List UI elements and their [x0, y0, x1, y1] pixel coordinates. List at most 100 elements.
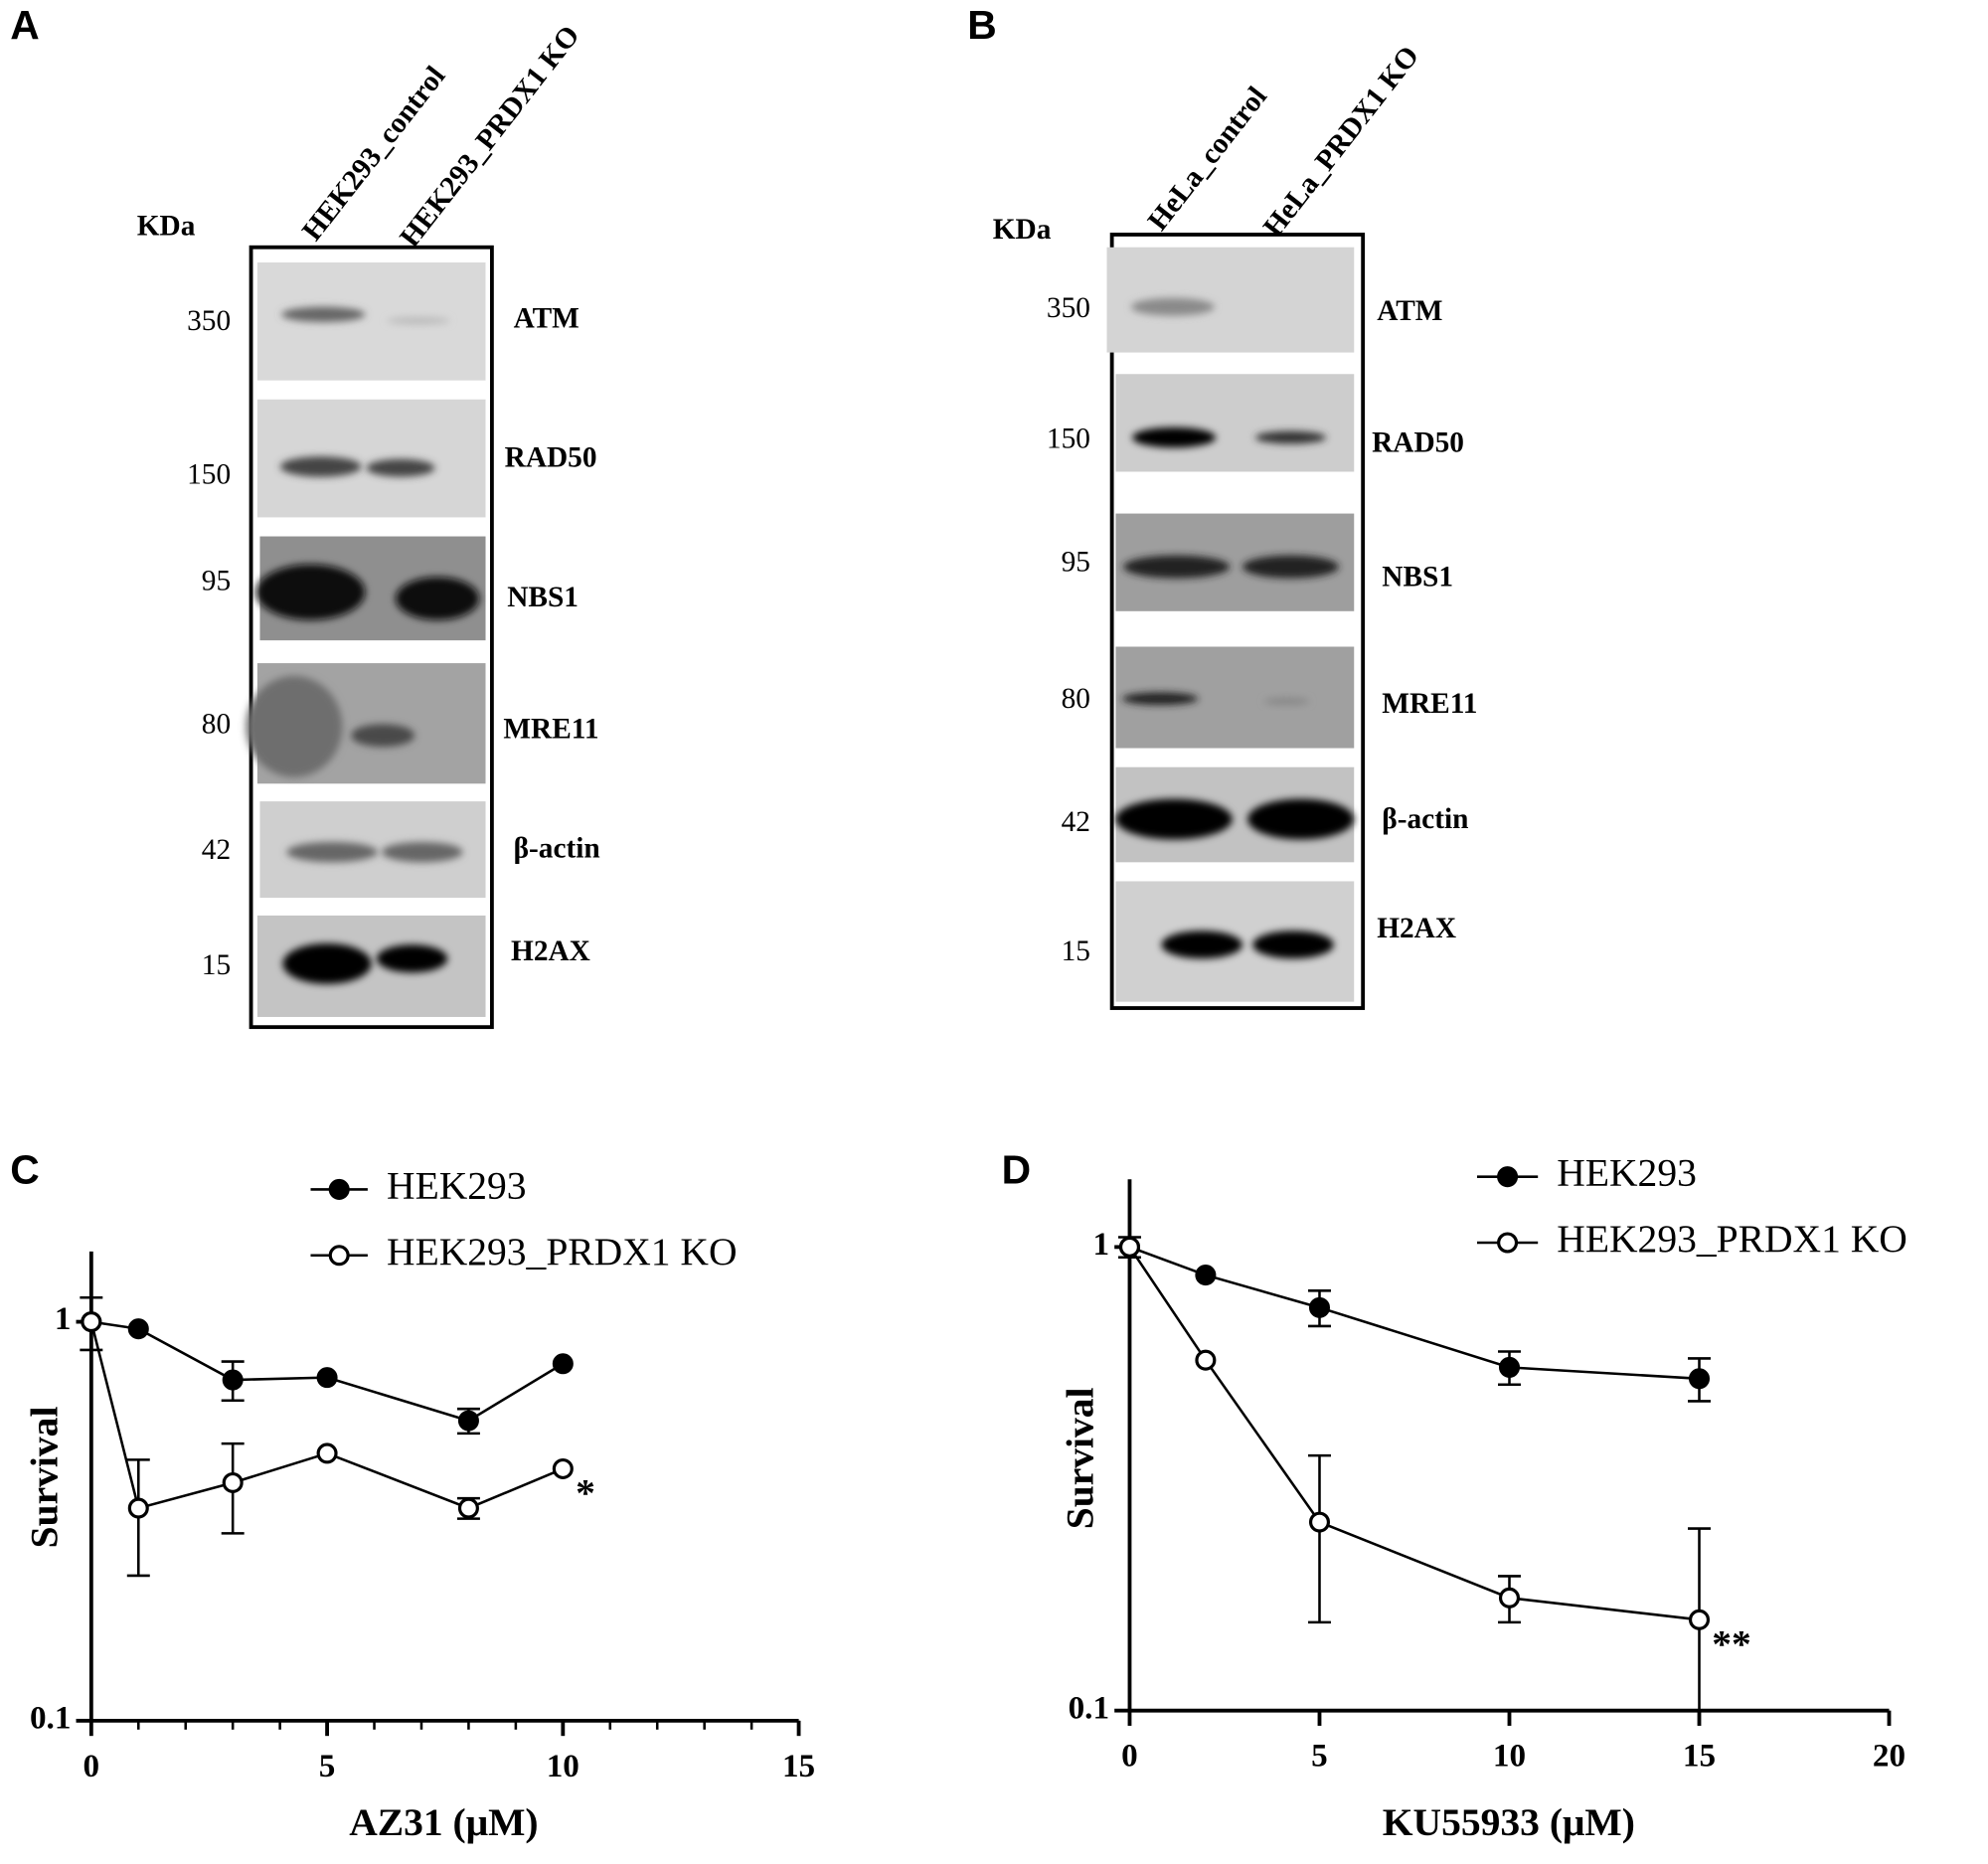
marker-label: 80	[1062, 683, 1090, 715]
blot-strip	[256, 262, 486, 381]
blot-b: KDa HeLa_control HeLa_PRDX1 KO 350 150 9…	[993, 40, 1477, 1010]
band	[376, 944, 448, 973]
band	[381, 841, 463, 863]
marker-label: 15	[1062, 935, 1090, 967]
band	[351, 724, 415, 748]
protein-label: RAD50	[505, 442, 597, 474]
data-point	[1498, 1587, 1521, 1609]
series-line	[1128, 1246, 1700, 1621]
lane-label: HEK293_PRDX1 KO	[394, 20, 585, 254]
band	[1130, 297, 1215, 316]
marker-label: 150	[187, 458, 231, 490]
x-tick-label: 10	[547, 1748, 580, 1784]
y-tick-label: 0.1	[30, 1699, 71, 1736]
data-point	[127, 1318, 149, 1340]
data-point	[552, 1457, 574, 1480]
legend-marker	[328, 1245, 350, 1267]
lane-label: HeLa_PRDX1 KO	[1257, 40, 1425, 243]
band	[1115, 798, 1233, 840]
blot-frame	[1109, 233, 1366, 1010]
legend-label: HEK293	[387, 1164, 527, 1208]
marker-label: 42	[1062, 806, 1090, 838]
marker-label: 350	[187, 305, 231, 337]
data-point	[1195, 1349, 1217, 1371]
marker-label: 80	[202, 709, 231, 741]
error-group	[1308, 1453, 1331, 1624]
data-point	[222, 1471, 244, 1493]
chart: 0 5 10 15 20 0.1 1 KU55933 (μM) Survival HEK293 HE…	[1059, 1151, 1907, 1844]
data-point	[1308, 1296, 1331, 1318]
protein-label: β-actin	[514, 833, 600, 865]
blot-a: KDa HEK293_control HEK293_PRDX1 KO 350 1…	[137, 20, 600, 1030]
legend-label: HEK293_PRDX1 KO	[1557, 1217, 1907, 1261]
data-point	[1118, 1236, 1141, 1258]
protein-label: MRE11	[503, 714, 598, 746]
x-tick-label: 15	[782, 1748, 815, 1784]
marker-label: 15	[202, 949, 231, 981]
band	[286, 841, 379, 863]
panel-label: D	[1002, 1147, 1031, 1193]
x-tick-label: 0	[83, 1748, 100, 1784]
band	[282, 942, 372, 984]
y-tick-label: 1	[55, 1300, 72, 1337]
blot-strip	[1106, 247, 1355, 353]
band	[255, 564, 366, 620]
y-tick-label: 1	[1092, 1226, 1109, 1263]
data-point	[1688, 1368, 1711, 1390]
marker-label: 95	[1062, 546, 1090, 578]
kda-label: KDa	[137, 210, 196, 242]
marker-label: 42	[202, 834, 231, 866]
legend-marker	[1497, 1232, 1519, 1254]
x-tick-label: 0	[1121, 1738, 1138, 1775]
protein-label: H2AX	[511, 935, 590, 967]
band	[1121, 692, 1199, 706]
annotation: **	[1712, 1621, 1751, 1665]
protein-label: NBS1	[1382, 562, 1453, 593]
protein-label: NBS1	[507, 582, 579, 613]
y-axis-title: Survival	[1059, 1387, 1102, 1529]
y-axis-title: Survival	[23, 1407, 67, 1549]
error-group	[1688, 1527, 1711, 1711]
blot-strip	[1115, 374, 1355, 472]
x-axis-title: KU55933 (μM)	[1383, 1800, 1635, 1844]
chart: 0 5 10 15 0.1 1 AZ31 (μM) Survival HEK293 HEK293_…	[23, 1164, 816, 1844]
band	[281, 306, 366, 322]
error-bar	[1688, 1527, 1711, 1711]
band	[279, 456, 362, 477]
series-line	[89, 1321, 564, 1510]
band	[387, 316, 450, 325]
band	[1247, 798, 1355, 840]
band	[246, 675, 343, 777]
band	[1263, 697, 1310, 706]
marker-label: 95	[202, 565, 231, 596]
protein-label: ATM	[514, 302, 580, 334]
data-point	[222, 1369, 244, 1391]
data-point	[457, 1497, 479, 1519]
legend-marker	[328, 1178, 350, 1200]
legend-label: HEK293_PRDX1 KO	[387, 1230, 737, 1273]
data-point	[127, 1497, 149, 1519]
data-point	[1308, 1511, 1331, 1533]
legend-marker	[1497, 1166, 1519, 1188]
data-point	[316, 1442, 338, 1464]
x-tick-label: 10	[1493, 1738, 1526, 1775]
x-tick-label: 5	[1311, 1738, 1328, 1775]
protein-label: β-actin	[1382, 803, 1468, 835]
annotation: *	[576, 1471, 595, 1515]
marker-label: 150	[1047, 424, 1090, 455]
blot-strip	[256, 399, 486, 518]
data-point	[1688, 1609, 1711, 1630]
x-axis-title: AZ31 (μM)	[349, 1800, 538, 1844]
protein-label: ATM	[1377, 295, 1442, 327]
data-point	[552, 1353, 574, 1375]
band	[1132, 426, 1217, 448]
legend-label: HEK293	[1557, 1151, 1697, 1195]
panel-label: C	[10, 1147, 39, 1193]
band	[1123, 555, 1231, 579]
data-point	[1498, 1356, 1521, 1378]
band	[1161, 931, 1242, 959]
protein-label: MRE11	[1382, 688, 1477, 720]
data-point	[457, 1410, 479, 1432]
band	[1254, 430, 1327, 444]
